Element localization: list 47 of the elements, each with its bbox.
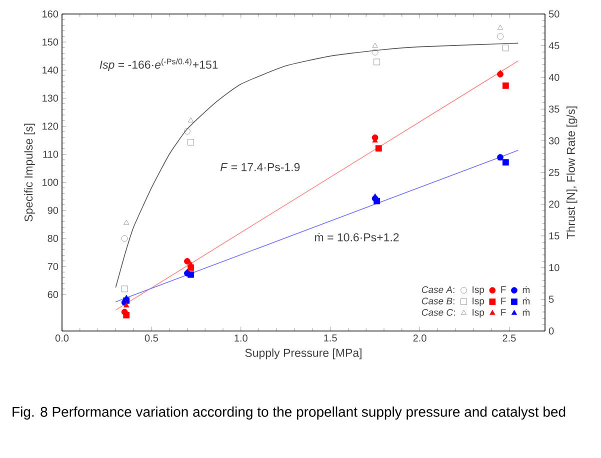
y-tick-label: 140 (42, 66, 58, 74)
annotation: Case B: (422, 298, 454, 304)
y-tick-label: 150 (42, 38, 58, 46)
legend-label: F (501, 309, 506, 316)
series-label: F = 17.4·Ps-1.9 (220, 163, 300, 172)
y2-axis-title: Thrust [N], Flow Rate [g/s] (566, 106, 578, 240)
text: Isp = -166·e$^{(-Ps/0.4)}$+151 (100, 58, 218, 72)
y-tick-label: 120 (42, 122, 58, 130)
legend-label: Isp (472, 286, 484, 295)
y-tick-label: 80 (48, 234, 58, 242)
y-tick-label: 100 (42, 178, 58, 186)
legend-label: ṁ (522, 286, 530, 294)
legend-label: F (501, 298, 506, 304)
y2-tick-label: 35 (548, 106, 560, 113)
y-tick-label: 110 (43, 150, 58, 158)
x-tick-label: 2.0 (413, 334, 426, 342)
y-tick-label: 60 (48, 290, 58, 298)
y-tick-label: 160 (42, 10, 58, 18)
legend-label: ṁ (522, 298, 530, 304)
legend-label: Isp (472, 309, 484, 318)
y-tick-label: 90 (48, 206, 58, 214)
y2-tick-label: 40 (548, 74, 560, 81)
y2-tick-label: 25 (549, 168, 560, 176)
x-tick-label: 0.5 (144, 334, 158, 342)
series-label: ṁ = 10.6·Ps+1.2 (315, 232, 399, 242)
annotation: Case A: (422, 286, 454, 293)
legend-label: F (501, 286, 506, 293)
y-tick-label: 130 (42, 94, 58, 102)
annotation: Case C: (422, 309, 455, 316)
y2-tick-label: 20 (549, 200, 560, 208)
legend-label: Isp (472, 298, 484, 306)
y2-tick-label: 30 (548, 137, 560, 144)
x-axis-title: Supply Pressure [MPa] (245, 348, 362, 360)
y-tick-label: 70 (48, 262, 58, 270)
y2-tick-label: 15 (549, 232, 560, 240)
x-tick-label: 1.5 (324, 334, 337, 342)
y2-tick-label: 50 (548, 10, 560, 18)
x-tick-label: 1.0 (234, 334, 248, 342)
x-tick-label: 2.5 (502, 334, 516, 342)
x-tick-label: 0.0 (55, 334, 69, 342)
y2-tick-label: 45 (548, 42, 560, 50)
legend-label: ṁ (522, 308, 530, 316)
y2-tick-label: 0 (548, 327, 554, 335)
y2-tick-label: 10 (549, 264, 560, 272)
y-axis-title: Specific Impulse [s] (24, 124, 35, 222)
y2-tick-label: 5 (548, 296, 554, 303)
text: Fig. 8 Performance variation according to the propellant supply pressure and catalyst bed (12, 406, 566, 420)
